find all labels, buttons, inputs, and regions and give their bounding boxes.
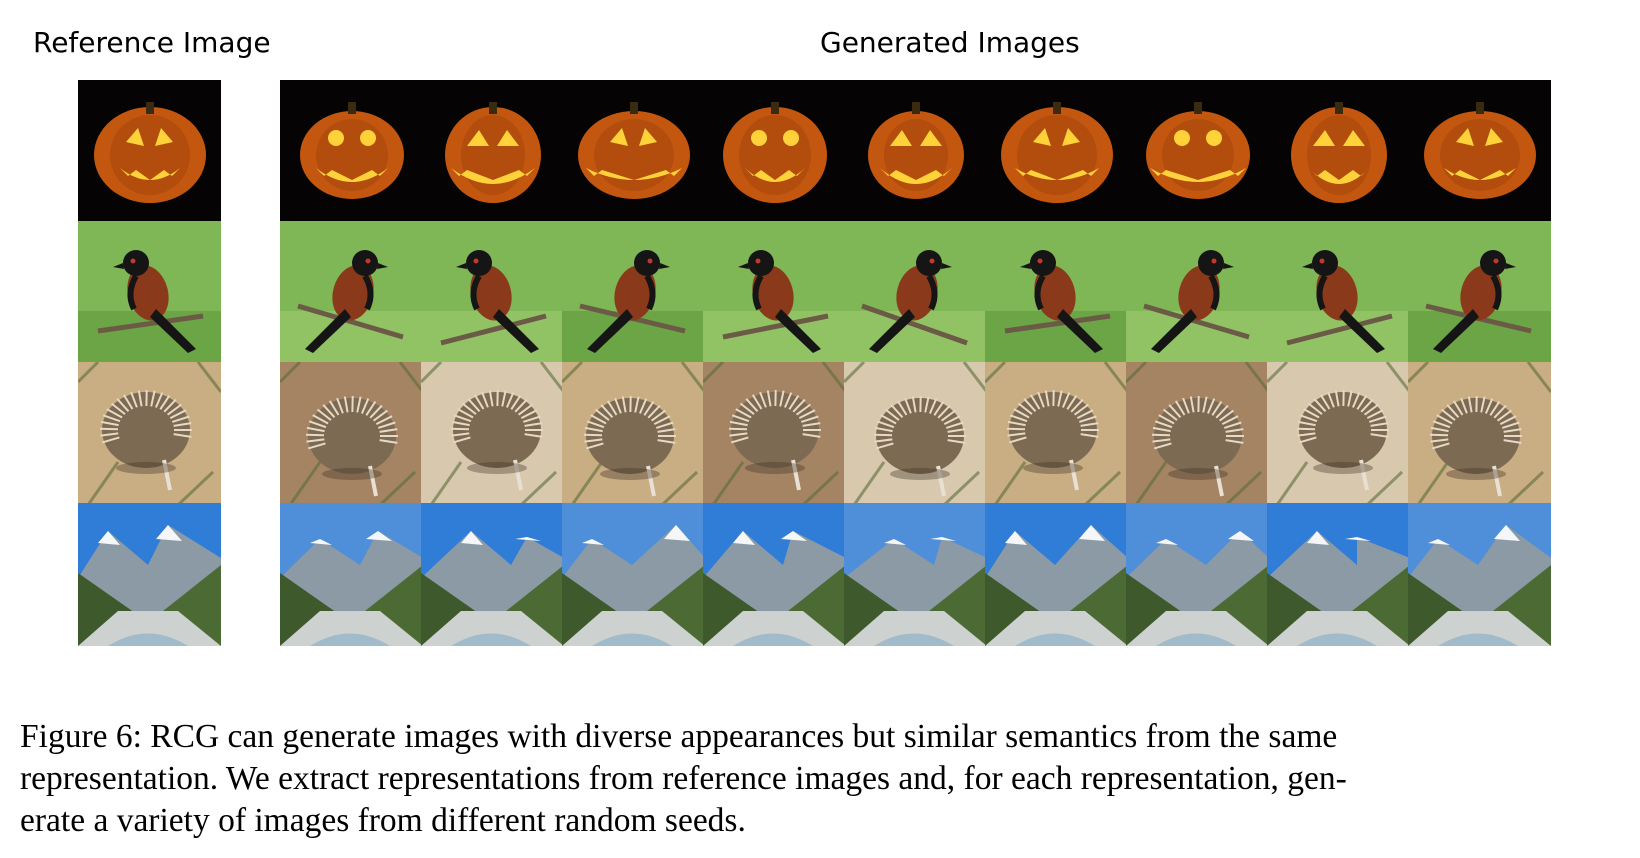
mountain-icon (1267, 503, 1410, 646)
generated-image-pumpkin-8 (1267, 80, 1410, 223)
pumpkin-icon (1267, 80, 1410, 223)
pumpkin-icon (421, 80, 564, 223)
pumpkin-icon (985, 80, 1128, 223)
generated-image-mountain-4 (703, 503, 846, 646)
echidna-icon (844, 362, 987, 505)
pumpkin-icon (280, 80, 423, 223)
generated-image-echidna-2 (421, 362, 564, 505)
bird-icon (985, 221, 1128, 364)
bird-icon (421, 221, 564, 364)
generated-image-echidna-3 (562, 362, 705, 505)
mountain-icon (421, 503, 564, 646)
reference-image-pumpkin (78, 80, 221, 223)
generated-image-mountain-9 (1408, 503, 1551, 646)
mountain-icon (280, 503, 423, 646)
generated-image-bird-5 (844, 221, 987, 364)
generated-image-pumpkin-2 (421, 80, 564, 223)
reference-image-mountain (78, 503, 221, 646)
generated-image-pumpkin-3 (562, 80, 705, 223)
generated-image-echidna-1 (280, 362, 423, 505)
generated-image-bird-2 (421, 221, 564, 364)
mountain-icon (78, 503, 221, 646)
echidna-icon (703, 362, 846, 505)
reference-image-header: Reference Image (33, 26, 271, 59)
mountain-icon (703, 503, 846, 646)
generated-image-mountain-6 (985, 503, 1128, 646)
reference-image-bird (78, 221, 221, 364)
generated-image-pumpkin-9 (1408, 80, 1551, 223)
generated-image-bird-6 (985, 221, 1128, 364)
generated-image-pumpkin-4 (703, 80, 846, 223)
generated-image-echidna-9 (1408, 362, 1551, 505)
generated-image-pumpkin-5 (844, 80, 987, 223)
mountain-icon (1126, 503, 1269, 646)
generated-image-bird-8 (1267, 221, 1410, 364)
generated-image-echidna-4 (703, 362, 846, 505)
pumpkin-icon (1408, 80, 1551, 223)
pumpkin-icon (703, 80, 846, 223)
generated-image-echidna-8 (1267, 362, 1410, 505)
mountain-icon (985, 503, 1128, 646)
generated-image-mountain-8 (1267, 503, 1410, 646)
pumpkin-icon (78, 80, 221, 223)
bird-icon (703, 221, 846, 364)
generated-image-bird-4 (703, 221, 846, 364)
generated-image-pumpkin-1 (280, 80, 423, 223)
pumpkin-icon (562, 80, 705, 223)
generated-image-mountain-2 (421, 503, 564, 646)
figure-caption: Figure 6: RCG can generate images with d… (20, 716, 1620, 842)
generated-image-pumpkin-7 (1126, 80, 1269, 223)
generated-image-bird-1 (280, 221, 423, 364)
generated-image-bird-3 (562, 221, 705, 364)
bird-icon (1126, 221, 1269, 364)
generated-image-echidna-5 (844, 362, 987, 505)
echidna-icon (562, 362, 705, 505)
caption-line-2: representation. We extract representatio… (20, 759, 1347, 797)
generated-image-pumpkin-6 (985, 80, 1128, 223)
mountain-icon (844, 503, 987, 646)
echidna-icon (78, 362, 221, 505)
echidna-icon (280, 362, 423, 505)
generated-images-header: Generated Images (820, 26, 1080, 59)
pumpkin-icon (844, 80, 987, 223)
reference-image-echidna (78, 362, 221, 505)
echidna-icon (1408, 362, 1551, 505)
echidna-icon (1126, 362, 1269, 505)
echidna-icon (421, 362, 564, 505)
mountain-icon (562, 503, 705, 646)
caption-line-3: erate a variety of images from different… (20, 801, 746, 839)
generated-image-echidna-7 (1126, 362, 1269, 505)
echidna-icon (1267, 362, 1410, 505)
caption-line-1: Figure 6: RCG can generate images with d… (20, 718, 1338, 755)
bird-icon (280, 221, 423, 364)
generated-image-bird-7 (1126, 221, 1269, 364)
bird-icon (78, 221, 221, 364)
generated-image-mountain-3 (562, 503, 705, 646)
generated-image-mountain-5 (844, 503, 987, 646)
echidna-icon (985, 362, 1128, 505)
bird-icon (844, 221, 987, 364)
generated-image-mountain-7 (1126, 503, 1269, 646)
generated-image-mountain-1 (280, 503, 423, 646)
bird-icon (1408, 221, 1551, 364)
mountain-icon (1408, 503, 1551, 646)
generated-image-echidna-6 (985, 362, 1128, 505)
bird-icon (562, 221, 705, 364)
pumpkin-icon (1126, 80, 1269, 223)
bird-icon (1267, 221, 1410, 364)
generated-image-bird-9 (1408, 221, 1551, 364)
